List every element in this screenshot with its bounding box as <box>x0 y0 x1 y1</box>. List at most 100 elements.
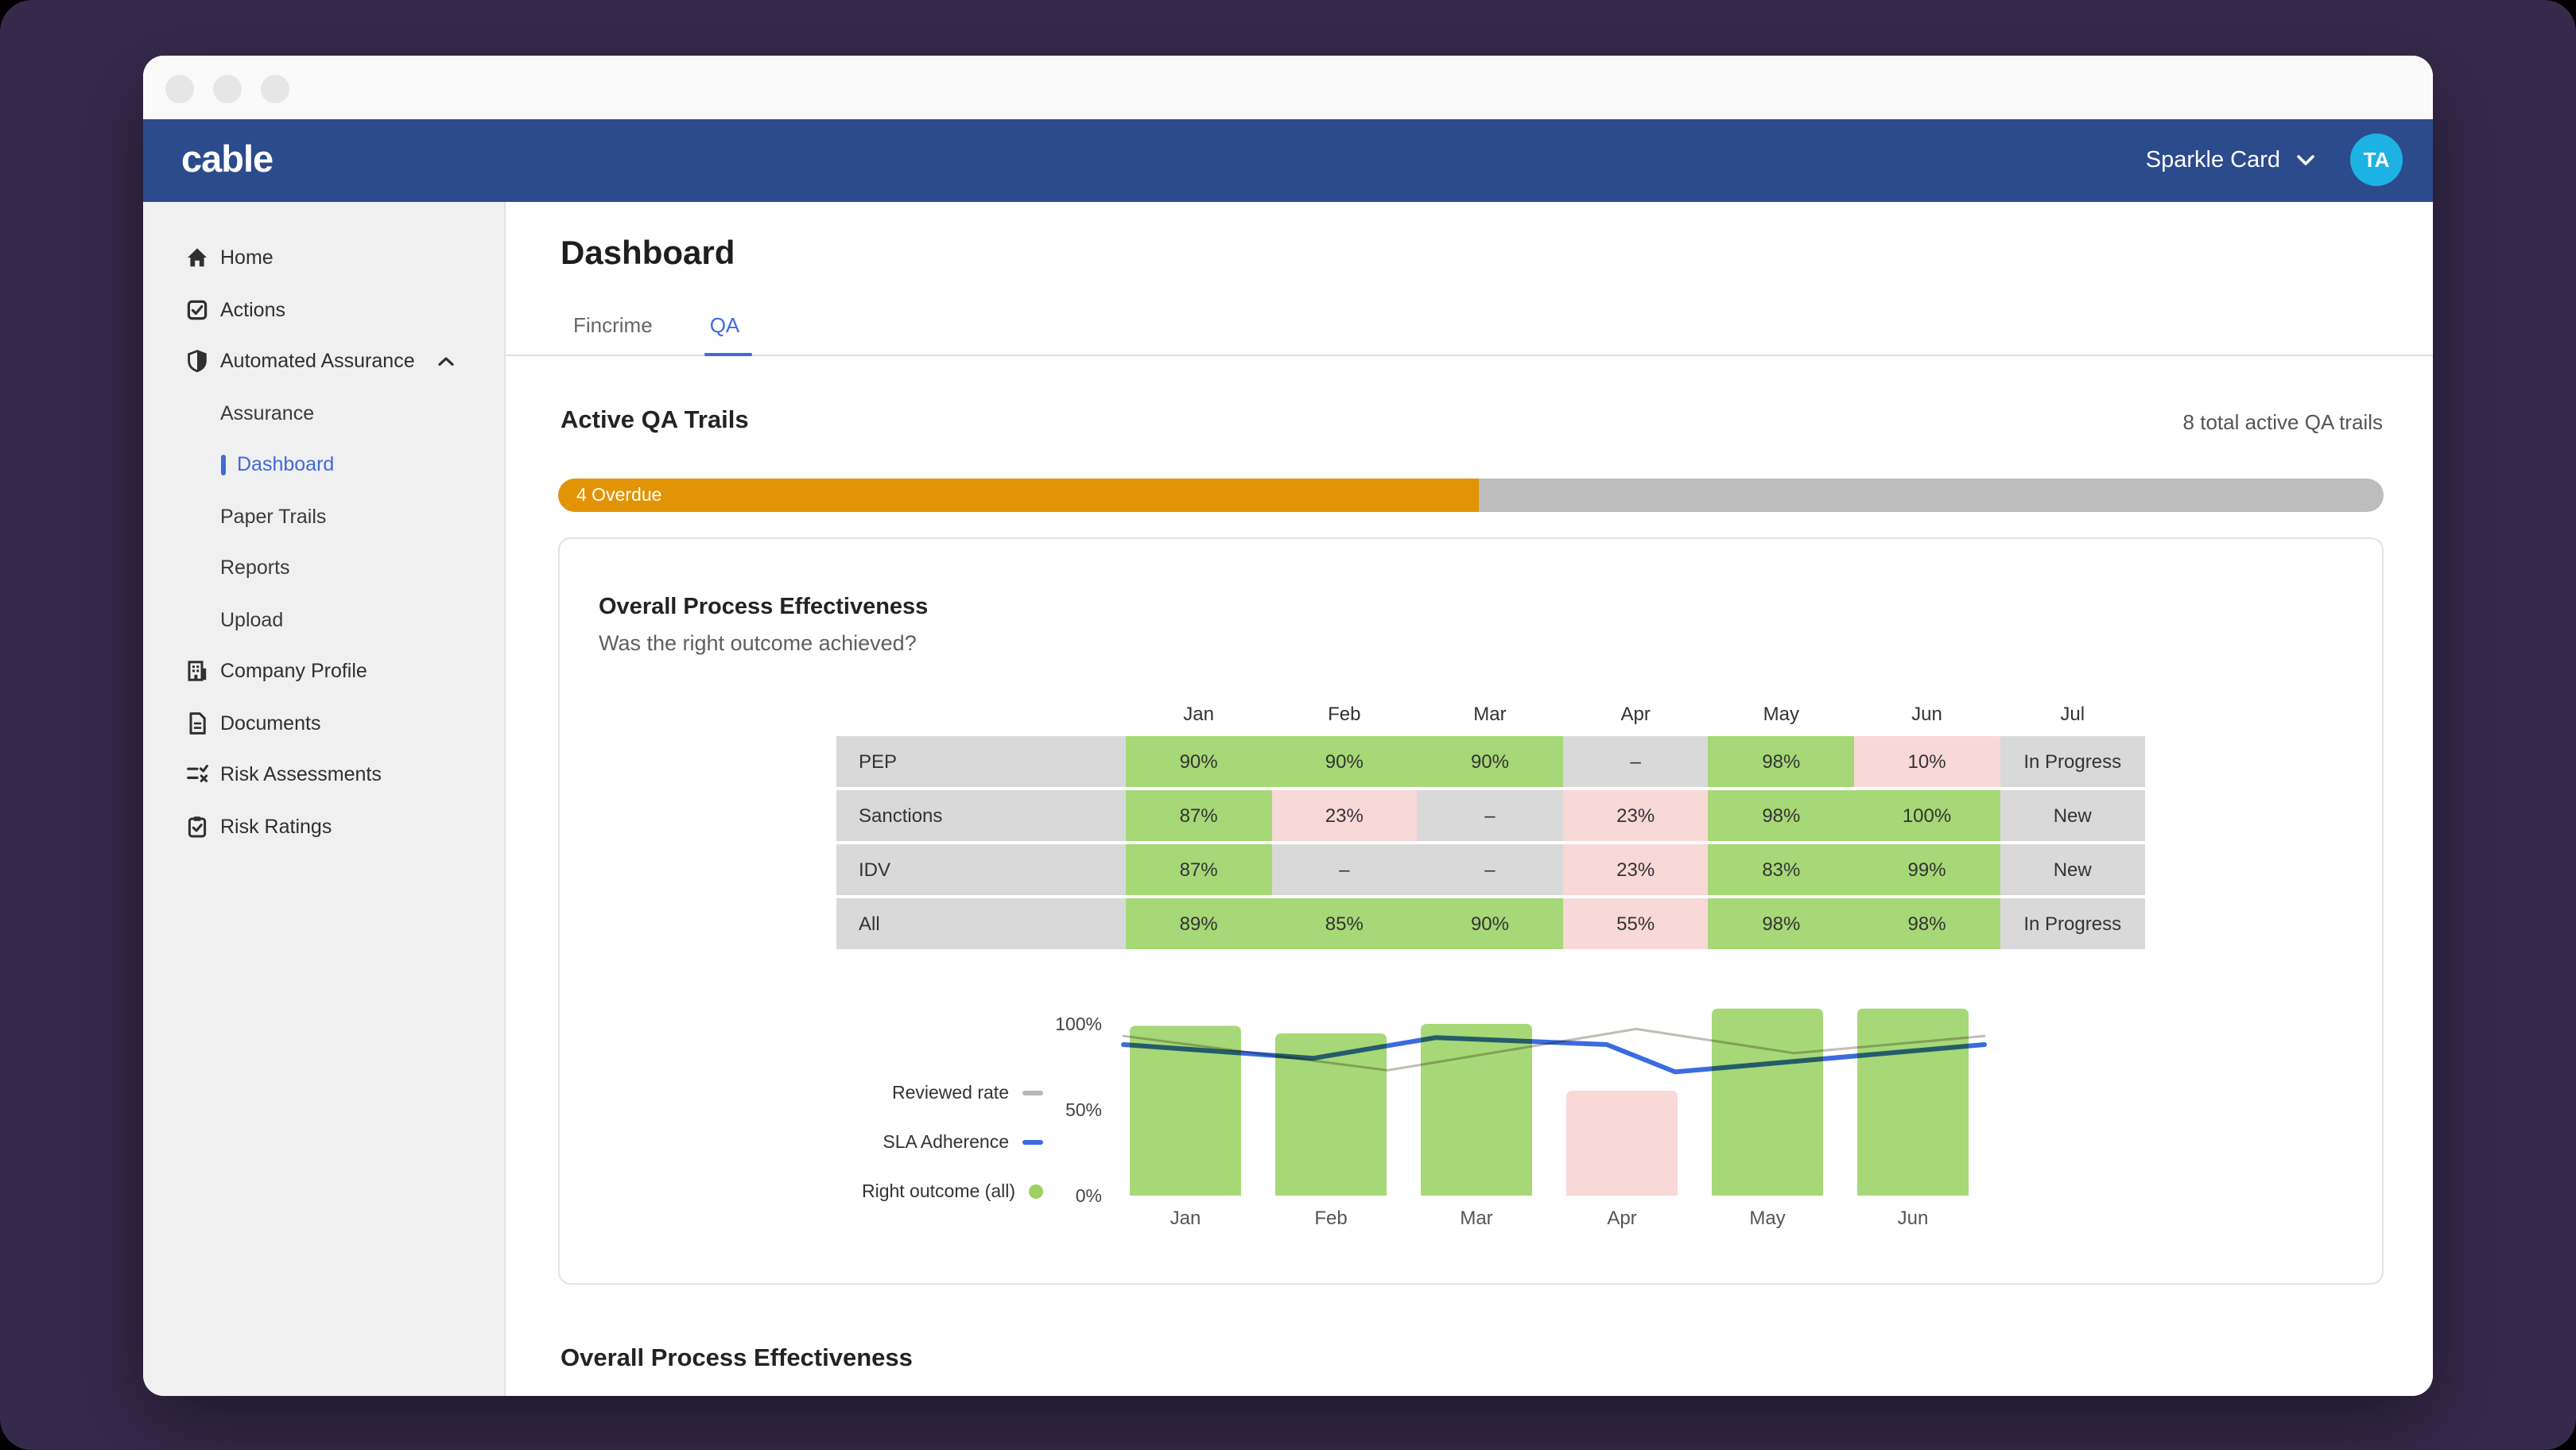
table-col-header: Apr <box>1620 702 1651 724</box>
clipboard-check-icon <box>184 813 210 839</box>
window-control-minimize[interactable] <box>213 75 242 103</box>
legend-label: SLA Adherence <box>883 1133 1009 1152</box>
active-tab-underline <box>704 352 751 356</box>
sidebar-item-risk-assessments[interactable]: Risk Assessments <box>143 749 505 801</box>
table-cell: 85% <box>1271 898 1418 948</box>
app-window: cable Sparkle Card TA Home Actions Automat… <box>143 56 2433 1395</box>
table-corner-cell <box>836 694 1126 732</box>
svg-text:Jun: Jun <box>1897 1207 1928 1228</box>
sidebar-item-label: Paper Trails <box>220 505 327 527</box>
table-cell: 99% <box>1853 843 2000 894</box>
table-cell: 90% <box>1271 735 1418 786</box>
svg-text:0%: 0% <box>1075 1184 1101 1205</box>
sidebar-item-dashboard[interactable]: Dashboard <box>143 439 505 490</box>
table-cell: 98% <box>1853 898 2000 948</box>
svg-text:May: May <box>1748 1207 1784 1228</box>
chevron-down-icon <box>2296 148 2315 173</box>
sidebar-item-actions[interactable]: Actions <box>143 284 505 335</box>
table-row-label: All <box>836 898 1126 948</box>
table-row-label: IDV <box>836 843 1126 894</box>
process-effectiveness-card: Overall Process Effectiveness Was the ri… <box>557 537 2383 1285</box>
main-content: Dashboard Fincrime QA Active QA Trails 8 … <box>505 201 2433 1395</box>
sidebar-item-label: Assurance <box>220 401 315 424</box>
table-col-header: Jan <box>1183 702 1214 724</box>
table-cell: 90% <box>1417 898 1563 948</box>
table-col-header: Feb <box>1328 702 1361 724</box>
sidebar-item-label: Risk Ratings <box>220 815 332 837</box>
sidebar-item-label: Risk Assessments <box>220 763 382 785</box>
table-row-label: Sanctions <box>836 789 1126 840</box>
sidebar-item-upload[interactable]: Upload <box>143 594 505 646</box>
app-header: cable Sparkle Card TA <box>143 119 2433 201</box>
table-col-header: Jul <box>2060 702 2085 724</box>
legend-dash-marker <box>1022 1091 1042 1095</box>
sidebar-item-company-profile[interactable]: Company Profile <box>143 646 505 697</box>
svg-text:Jan: Jan <box>1170 1207 1201 1228</box>
qa-trails-total: 8 total active QA trails <box>2182 409 2383 433</box>
tab-bar: Fincrime QA <box>570 312 743 336</box>
window-control-maximize[interactable] <box>261 75 289 103</box>
table-cell: 98% <box>1708 735 1854 786</box>
card-subtitle: Was the right outcome achieved? <box>599 630 917 654</box>
sidebar-item-home[interactable]: Home <box>143 232 505 284</box>
legend-label: Right outcome (all) <box>861 1182 1015 1201</box>
table-cell: 10% <box>1853 735 2000 786</box>
sidebar-item-label: Home <box>220 246 274 269</box>
table-cell: 23% <box>1271 789 1418 840</box>
sidebar-item-label: Dashboard <box>237 453 335 475</box>
document-icon <box>184 710 210 735</box>
table-cell: 98% <box>1708 898 1854 948</box>
table-cell: – <box>1417 789 1563 840</box>
user-avatar[interactable]: TA <box>2350 134 2403 187</box>
table-row-label: PEP <box>836 735 1126 786</box>
sidebar-item-risk-ratings[interactable]: Risk Ratings <box>143 801 505 852</box>
svg-text:50%: 50% <box>1065 1099 1101 1119</box>
table-cell: – <box>1271 843 1418 894</box>
svg-text:100%: 100% <box>1054 1013 1101 1033</box>
chart-legend: Reviewed rate SLA Adherence Right outcome … <box>862 1077 1042 1208</box>
overdue-progress-segment[interactable]: 4 Overdue <box>557 479 1480 512</box>
sidebar-item-label: Actions <box>220 298 285 320</box>
sidebar-item-label: Reports <box>220 556 290 579</box>
svg-text:Mar: Mar <box>1459 1207 1492 1228</box>
qa-trails-heading: Active QA Trails <box>561 406 749 433</box>
overdue-label: 4 Overdue <box>576 486 662 505</box>
sidebar-item-reports[interactable]: Reports <box>143 542 505 594</box>
building-icon <box>184 658 210 684</box>
tab-qa[interactable]: QA <box>709 312 740 336</box>
shield-icon <box>184 348 210 374</box>
sidebar-item-label: Documents <box>220 711 321 734</box>
sidebar-item-automated-assurance[interactable]: Automated Assurance <box>143 335 505 387</box>
sidebar-item-assurance[interactable]: Assurance <box>143 387 505 439</box>
legend-item-reviewed-rate: Reviewed rate <box>862 1077 1042 1109</box>
table-cell: 87% <box>1126 843 1272 894</box>
table-cell: 87% <box>1126 789 1272 840</box>
table-cell: 100% <box>1853 789 2000 840</box>
card-title: Overall Process Effectiveness <box>599 594 929 619</box>
qa-trails-progress-track: 4 Overdue <box>557 479 2383 512</box>
sidebar-item-documents[interactable]: Documents <box>143 697 505 749</box>
org-selector[interactable]: Sparkle Card <box>2146 148 2315 173</box>
org-selector-label: Sparkle Card <box>2145 147 2280 173</box>
table-cell: New <box>2000 843 2146 894</box>
table-cell: 23% <box>1562 843 1709 894</box>
table-cell: In Progress <box>2000 898 2146 948</box>
effectiveness-table: Jan Feb Mar Apr May Jun Jul PEP 90% 90% 90% –98% 10%… <box>836 694 2146 948</box>
cable-logo: cable <box>181 138 274 180</box>
sidebar-item-paper-trails[interactable]: Paper Trails <box>143 490 505 542</box>
legend-item-right-outcome-all-: Right outcome (all) <box>862 1176 1042 1208</box>
legend-item-sla-adherence: SLA Adherence <box>862 1126 1042 1158</box>
legend-dash-marker <box>1022 1140 1042 1145</box>
home-icon <box>184 245 210 270</box>
qa-combo-chart: 0% 50% 100% Jan Feb Mar Apr May Jun <box>1020 999 2022 1238</box>
avatar-initials: TA <box>2363 148 2390 173</box>
table-cell: 90% <box>1126 735 1272 786</box>
window-titlebar <box>143 56 2433 119</box>
table-cell: 23% <box>1562 789 1709 840</box>
active-item-marker <box>220 454 225 475</box>
table-cell: 89% <box>1126 898 1272 948</box>
window-control-close[interactable] <box>165 75 194 103</box>
table-cell: – <box>1562 735 1709 786</box>
tab-fincrime[interactable]: Fincrime <box>573 312 653 336</box>
